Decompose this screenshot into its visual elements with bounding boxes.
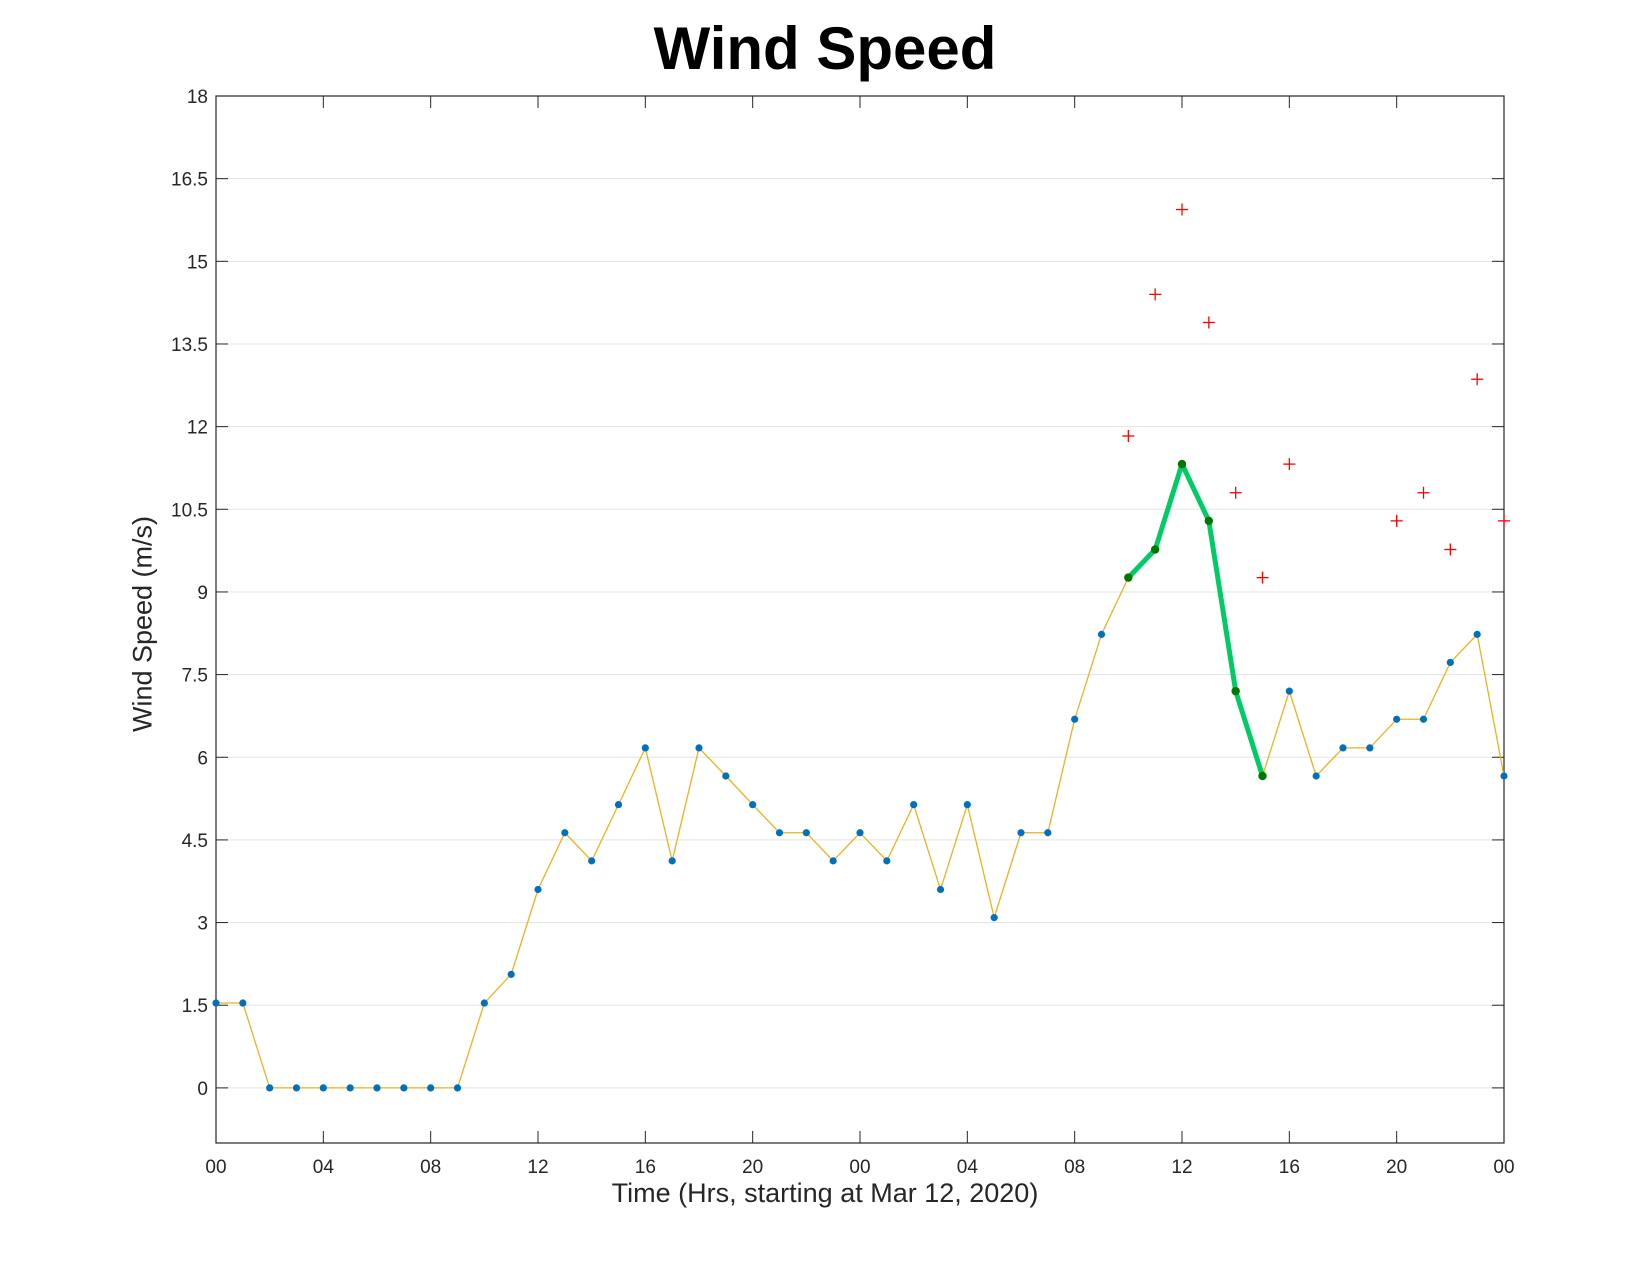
y-tick-label: 1.5: [182, 996, 208, 1017]
gust-marker: [1176, 203, 1188, 216]
y-axis-label: Wind Speed (m/s): [127, 515, 158, 733]
main-data-point: [910, 801, 918, 809]
gust-marker: [1471, 373, 1484, 386]
gust-marker: [1122, 429, 1135, 442]
main-data-point: [534, 885, 542, 894]
grid-layer: [216, 95, 1504, 1089]
x-tick-label: 16: [1279, 1157, 1300, 1178]
x-tick-label: 08: [420, 1157, 441, 1178]
main-data-point: [427, 1084, 435, 1092]
axes-layer: [215, 95, 1505, 1144]
y-tick-label: 6: [197, 748, 208, 769]
gust-marker: [1149, 288, 1162, 301]
main-data-point: [990, 914, 998, 922]
main-data-point: [695, 744, 703, 752]
main-data-point: [1339, 744, 1347, 752]
main-data-point: [561, 829, 569, 837]
y-tick-label: 12: [187, 418, 208, 439]
main-data-point: [641, 744, 649, 752]
y-tick-label: 13.5: [171, 335, 208, 356]
x-tick-label: 00: [1493, 1157, 1514, 1178]
main-data-point: [346, 1084, 354, 1092]
main-data-point: [507, 970, 515, 978]
main-data-point: [266, 1084, 274, 1092]
x-tick-label: 08: [1064, 1157, 1085, 1178]
main-data-point: [614, 801, 623, 809]
gust-marker: [1390, 514, 1403, 527]
x-tick-label: 04: [957, 1157, 979, 1178]
main-data-point: [829, 857, 837, 865]
highlight-data-point: [1231, 686, 1240, 696]
x-tick-label: 12: [1171, 1157, 1192, 1178]
highlight-data-point: [1258, 771, 1267, 781]
gust-marker: [1417, 486, 1430, 499]
x-tick-label: 12: [527, 1157, 548, 1178]
tick-layer: 0 1.5 3 4.5 6 7.5 9 10.5 12 13.5 15 16.5 18 00 04 08 12 1…: [171, 87, 1515, 1178]
main-data-point: [1500, 772, 1508, 780]
x-axis-label: Time (Hrs, starting at Mar 12, 2020): [611, 1178, 1039, 1208]
main-data-point: [1044, 829, 1052, 837]
y-tick-label: 0: [197, 1079, 208, 1100]
main-data-point: [963, 801, 971, 809]
main-data-point: [480, 999, 488, 1007]
y-tick-label: 15: [187, 252, 208, 273]
x-tick-label: 00: [849, 1157, 870, 1178]
main-data-point: [1285, 687, 1293, 695]
highlight-data-point: [1124, 573, 1133, 582]
main-data-point: [588, 857, 596, 865]
main-data-point: [1097, 630, 1106, 638]
main-data-point: [1017, 829, 1025, 837]
x-tick-label: 04: [313, 1157, 335, 1178]
x-tick-label: 20: [1386, 1157, 1407, 1178]
y-tick-label: 10.5: [171, 500, 208, 521]
main-data-point: [775, 829, 784, 837]
main-data-point: [1393, 715, 1401, 723]
gust-marker: [1498, 514, 1510, 527]
main-data-point: [400, 1084, 408, 1092]
main-data-point: [373, 1084, 381, 1092]
chart-title: Wind Speed: [653, 15, 997, 82]
main-data-point: [883, 857, 891, 865]
main-data-point: [212, 999, 220, 1007]
main-data-point: [856, 829, 864, 837]
gust-marker: [1256, 571, 1269, 584]
y-tick-label: 18: [187, 87, 208, 108]
main-data-point: [1071, 715, 1079, 723]
gust-marker: [1444, 543, 1457, 556]
x-tick-label: 16: [635, 1157, 656, 1178]
highlight-data-point: [1177, 459, 1187, 469]
main-data-point: [1473, 630, 1481, 638]
highlight-data-point: [1204, 516, 1214, 526]
main-data-point: [292, 1084, 301, 1092]
x-tick-label: 00: [205, 1157, 226, 1178]
series-layer: [212, 203, 1510, 1092]
x-tick-label: 20: [742, 1157, 763, 1178]
main-data-point: [1446, 658, 1454, 667]
main-data-point: [749, 801, 757, 809]
main-data-point: [668, 857, 676, 865]
y-tick-label: 9: [197, 583, 208, 604]
main-data-point: [453, 1084, 462, 1092]
main-data-point: [802, 829, 810, 837]
axes-box: [215, 95, 1505, 1144]
highlight-data-point: [1150, 545, 1160, 554]
y-tick-label: 16.5: [171, 170, 208, 191]
y-tick-label: 4.5: [182, 831, 208, 852]
gust-marker: [1229, 486, 1242, 499]
series-highlight-line: [1126, 461, 1265, 777]
main-data-point: [936, 885, 945, 894]
gust-marker: [1283, 458, 1296, 471]
main-data-point: [1419, 715, 1428, 723]
main-data-point: [722, 772, 730, 780]
main-data-point: [239, 999, 247, 1007]
series-main-line: [216, 462, 1505, 1089]
gust-marker: [1202, 316, 1215, 329]
main-data-point: [1366, 744, 1374, 752]
y-tick-label: 3: [197, 914, 208, 935]
main-data-point: [1312, 772, 1320, 780]
y-tick-label: 7.5: [182, 666, 208, 687]
main-data-point: [319, 1084, 327, 1092]
